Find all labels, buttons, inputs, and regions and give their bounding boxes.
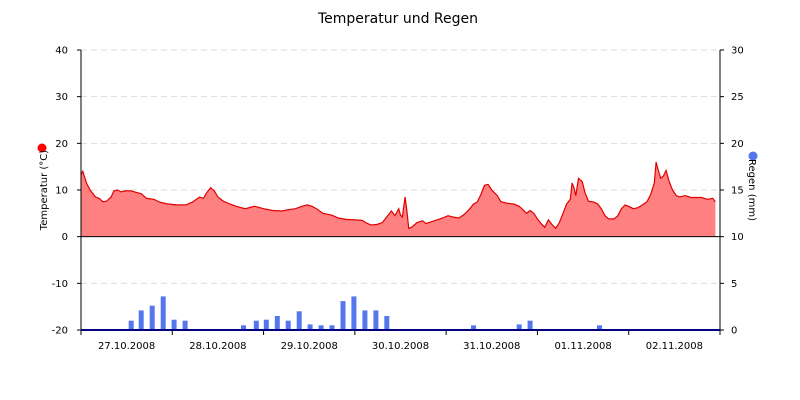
rain-bar — [527, 320, 533, 330]
left-tick-label: 10 — [55, 186, 68, 197]
rain-bar — [373, 310, 379, 330]
rain-bar — [296, 311, 302, 330]
rain-bar — [149, 305, 155, 330]
rain-bar — [340, 301, 346, 330]
x-tick-label: 27.10.2008 — [98, 341, 155, 352]
left-axis-ticks: 40 30 20 10 0 -10 -20 — [52, 46, 81, 337]
left-tick-label: 40 — [55, 46, 68, 57]
x-tick-label: 30.10.2008 — [372, 341, 429, 352]
rain-bar — [171, 319, 177, 330]
left-tick-label: -20 — [52, 326, 68, 337]
rain-bar — [351, 296, 357, 330]
chart-title: Temperatur und Regen — [317, 11, 478, 27]
rain-bar — [318, 325, 324, 330]
left-tick-label: 0 — [62, 232, 68, 243]
temperature-legend-marker — [37, 143, 47, 153]
right-tick-label: 20 — [731, 139, 744, 150]
rain-bars — [128, 296, 602, 330]
rain-bar — [285, 320, 291, 330]
x-axis-ticks: 27.10.2008 28.10.2008 29.10.2008 30.10.2008… — [80, 330, 721, 352]
x-tick-label: 01.11.2008 — [554, 341, 611, 352]
x-tick-label: 28.10.2008 — [189, 341, 246, 352]
rain-bar — [597, 325, 602, 330]
rain-bar — [138, 310, 144, 330]
rain-bar — [128, 320, 134, 330]
rain-bar — [384, 316, 390, 330]
rain-bar — [471, 325, 476, 330]
right-tick-label: 25 — [731, 92, 744, 103]
right-tick-label: 30 — [731, 46, 744, 57]
rain-bar — [307, 324, 313, 330]
rain-bar — [253, 320, 259, 330]
x-tick-label: 29.10.2008 — [281, 341, 338, 352]
rain-bar — [329, 325, 335, 330]
temperature-area-fill — [81, 162, 716, 237]
rain-legend-marker — [748, 151, 758, 161]
grid — [81, 49, 720, 284]
rain-bar — [160, 296, 166, 330]
rain-bar — [516, 324, 522, 330]
left-tick-label: 20 — [55, 139, 68, 150]
temperature-area — [80, 161, 716, 237]
right-axis-title: Regen (mm) — [746, 159, 757, 221]
temperature-line — [80, 161, 716, 230]
rain-bar — [362, 310, 368, 330]
right-tick-label: 15 — [731, 186, 744, 197]
rain-bar — [241, 325, 246, 330]
right-axis-ticks: 30 25 20 15 10 5 0 — [720, 46, 744, 337]
x-tick-label: 31.10.2008 — [463, 341, 520, 352]
x-tick-label: 02.11.2008 — [646, 341, 703, 352]
rain-bar — [274, 316, 280, 330]
left-tick-label: -10 — [52, 279, 68, 290]
right-tick-label: 5 — [731, 279, 737, 290]
left-axis-title: Temperatur (°C) — [39, 150, 50, 231]
rain-bar — [263, 319, 269, 330]
right-tick-label: 10 — [731, 232, 744, 243]
rain-bar — [182, 320, 188, 330]
right-tick-label: 0 — [731, 326, 737, 337]
left-tick-label: 30 — [55, 92, 68, 103]
